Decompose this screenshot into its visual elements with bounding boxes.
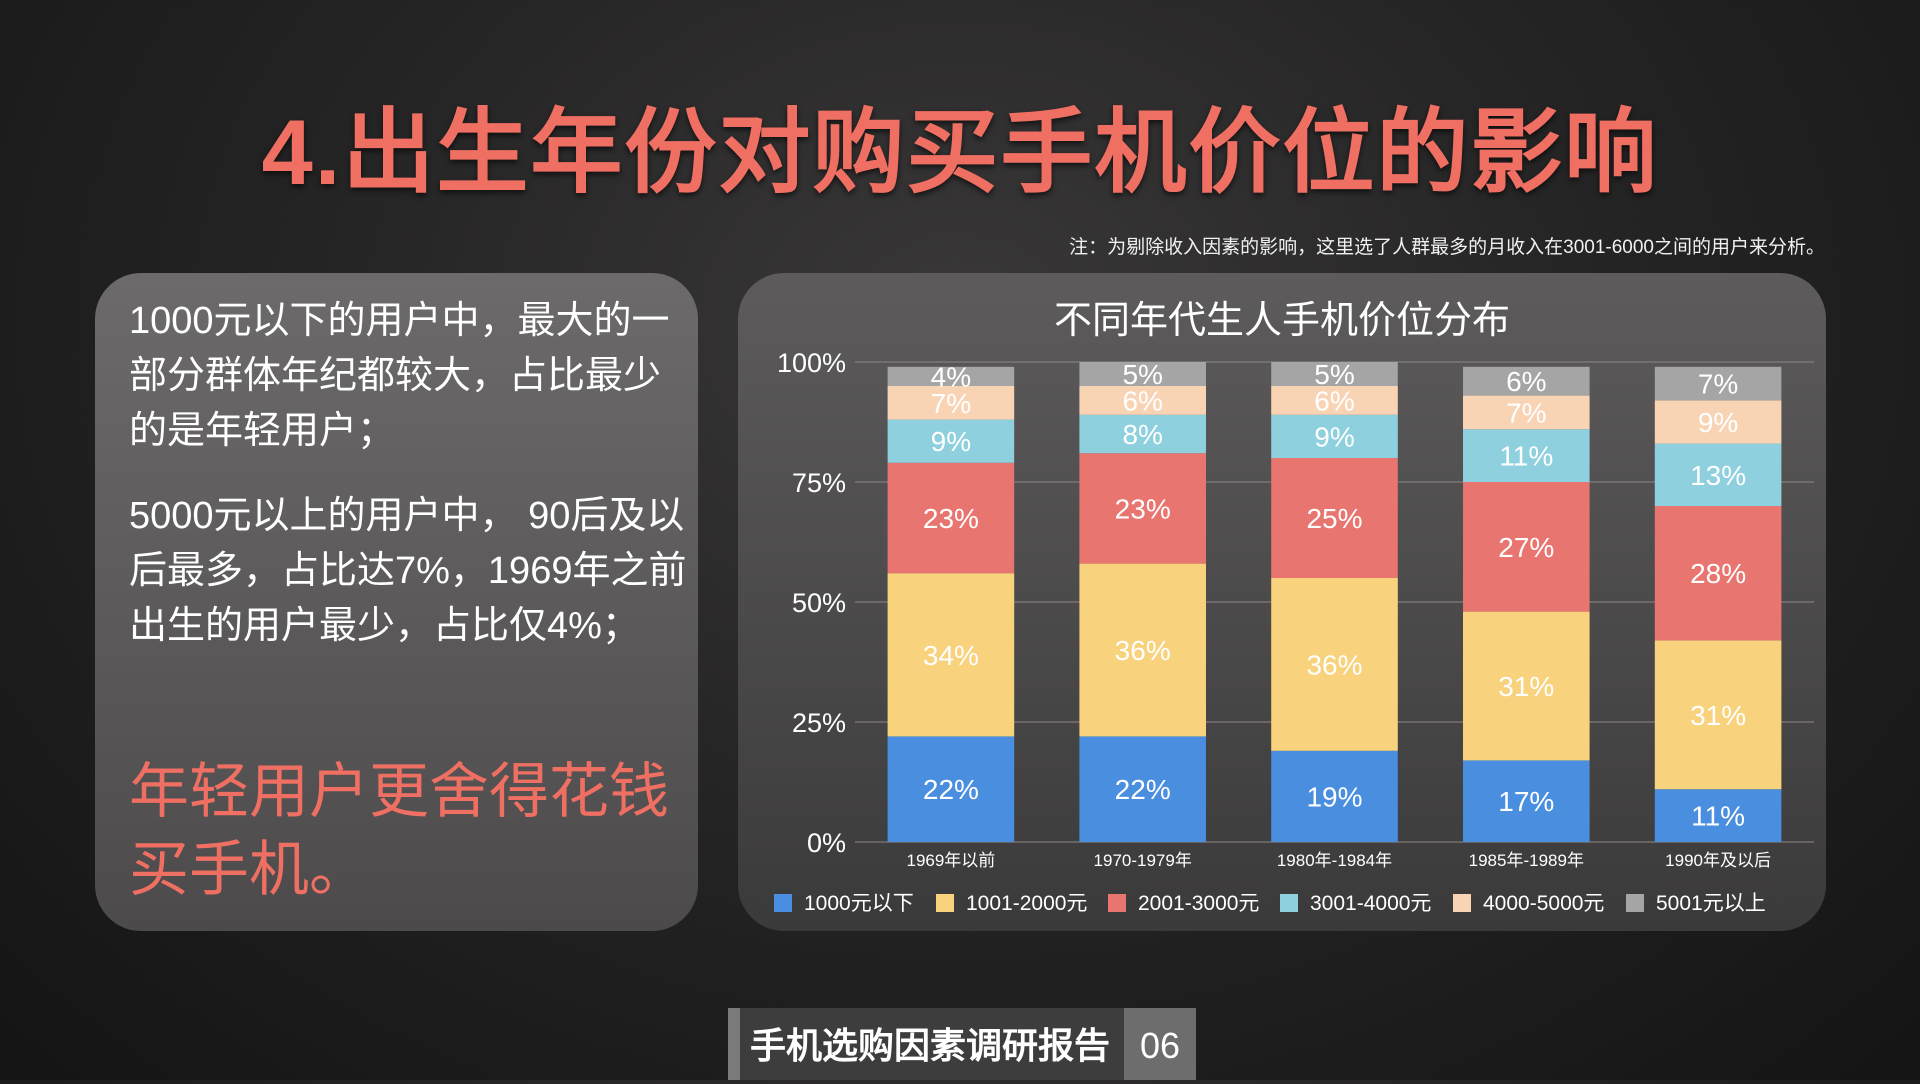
x-tick-label: 1969年以前 [906,851,995,870]
data-label: 22% [923,774,979,805]
data-label: 4% [931,361,971,392]
legend-label: 2001-3000元 [1138,892,1259,915]
legend-swatch [1280,894,1298,912]
stacked-bar-chart: 不同年代生人手机价位分布 0% 25% 50% 75% 100% 22% 34% 23% 9% 7%… [774,300,1814,915]
bar-segment [1079,453,1206,564]
data-label: 27% [1498,532,1554,563]
data-label: 9% [931,426,971,457]
legend-label: 5001元以上 [1656,892,1766,915]
report-name: 手机选购因素调研报告 [740,1008,1125,1080]
slide-title: 4.出生年份对购买手机价位的影响 [261,102,1659,204]
data-label: 8% [1122,419,1162,450]
bar-segment [887,419,1015,463]
y-tick-label: 0% [807,828,846,858]
bar-segment [1079,736,1206,842]
bar-segment [1654,366,1782,401]
data-label: 6% [1122,385,1162,416]
bar-segment [1079,563,1206,737]
data-label: 23% [923,503,979,534]
data-label: 6% [1314,385,1354,416]
data-label: 9% [1314,421,1354,452]
bar-segment [1271,750,1398,842]
bar-segment [1271,386,1398,415]
bar-segment [1271,362,1398,386]
chart-title: 不同年代生人手机价位分布 [1054,300,1510,342]
summary-panel: 1000元以下的用户中，最大的一部分群体年纪都较大，占比最少的是年轻用户； 50… [95,273,698,931]
data-label: 11% [1499,441,1553,472]
legend-swatch [1626,894,1644,912]
bar-segment [1463,482,1590,612]
data-label: 7% [1698,369,1738,400]
bar-segment [1463,429,1590,482]
bar-segment [1271,458,1398,578]
x-tick-label: 1980年-1984年 [1277,851,1392,870]
legend-swatch [1453,894,1471,912]
x-tick-label: 1990年及以后 [1665,851,1771,870]
bar-segment [887,573,1015,737]
chart-panel: 不同年代生人手机价位分布 0% 25% 50% 75% 100% 22% 34% 23% 9% 7%… [738,273,1826,931]
data-label: 28% [1690,558,1746,589]
bar-segment [887,386,1015,420]
footnote: 注：为剔除收入因素的影响，这里选了人群最多的月收入在3001-6000之间的用户… [1069,237,1825,258]
summary-paragraph-1: 1000元以下的用户中，最大的一部分群体年纪都较大，占比最少的是年轻用户； [129,300,670,452]
conclusion-text: 年轻用户更舍得花钱买手机。 [129,758,669,903]
data-label: 13% [1690,460,1746,491]
y-tick-label: 25% [792,708,846,738]
legend-label: 1000元以下 [804,892,914,915]
data-label: 11% [1691,801,1745,832]
data-label: 7% [1506,397,1546,428]
bar-segment [1271,414,1398,458]
bar-segment [1463,611,1590,761]
x-tick-label: 1970-1979年 [1094,851,1192,870]
bar-segment [1654,400,1782,444]
data-label: 5% [1314,359,1354,390]
legend-swatch [774,894,792,912]
bar-segment [1463,395,1590,430]
bar-segment [1654,506,1782,641]
footer-accent-bar [728,1008,740,1080]
data-label: 17% [1498,786,1554,817]
bar-segment [1079,414,1206,454]
bar-segment [1079,386,1206,415]
y-tick-label: 100% [777,348,846,378]
data-label: 31% [1498,671,1554,702]
legend-swatch [1108,894,1126,912]
bar-segment [887,462,1015,574]
bar-segment [887,736,1015,842]
data-label: 22% [1115,774,1171,805]
data-label: 7% [931,388,971,419]
legend-label: 3001-4000元 [1310,892,1431,915]
data-label: 23% [1115,493,1171,524]
legend-swatch [936,894,954,912]
footer: 手机选购因素调研报告 06 [728,1008,1197,1080]
bar-segment [1654,789,1782,842]
bar-segment [887,366,1015,386]
bar-segment [1271,578,1398,751]
data-label: 19% [1306,781,1362,812]
legend-label: 4000-5000元 [1483,892,1604,915]
y-tick-label: 75% [792,468,846,498]
bar-segment [1079,362,1206,386]
data-label: 36% [1306,649,1362,680]
legend-label: 1001-2000元 [966,892,1087,915]
bar-segment [1654,640,1782,790]
data-label: 25% [1306,503,1362,534]
x-tick-label: 1985年-1989年 [1469,851,1584,870]
y-tick-label: 50% [792,588,846,618]
bar-segment [1654,443,1782,506]
bar-segment [1463,760,1590,842]
data-label: 9% [1698,407,1738,438]
data-label: 31% [1690,700,1746,731]
data-label: 5% [1122,359,1162,390]
page-number: 06 [1124,1008,1197,1080]
data-label: 34% [923,640,979,671]
summary-paragraph-2: 5000元以上的用户中， 90后及以后最多，占比达7%，1969年之前出生的用户… [129,495,687,647]
bar-segment [1463,366,1590,396]
data-label: 6% [1506,366,1546,397]
data-label: 36% [1115,635,1171,666]
